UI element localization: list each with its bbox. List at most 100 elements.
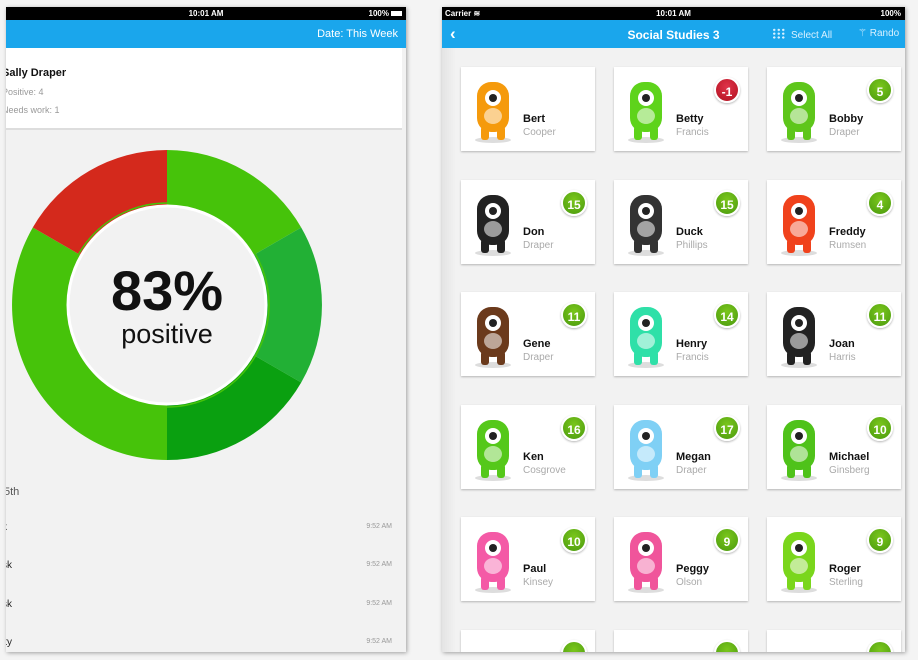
student-last-name: Draper (523, 240, 554, 251)
monster-avatar-icon (774, 299, 824, 369)
student-card[interactable]: Paul Kinsey 10 (461, 517, 595, 601)
donut-percent: 83% (110, 258, 224, 322)
points-badge: 15 (714, 190, 740, 216)
back-chevron-icon[interactable]: ‹ (450, 24, 456, 43)
student-first-name: Ken (523, 451, 544, 463)
student-card[interactable] (461, 630, 595, 652)
student-first-name: Don (523, 226, 545, 238)
student-last-name: Harris (829, 352, 856, 363)
event-row[interactable]: k 9:52 AM (6, 522, 392, 542)
monster-avatar-icon (468, 187, 518, 257)
event-time: 9:52 AM (366, 561, 392, 568)
student-card[interactable]: Joan Harris 11 (767, 292, 901, 376)
student-card[interactable]: Ken Cosgrove 16 (461, 405, 595, 489)
status-bar: Carrier ≋ 10:01 AM 100% (442, 7, 905, 20)
monster-avatar-icon (621, 299, 671, 369)
student-last-name: Francis (676, 352, 709, 363)
event-row[interactable]: sk 9:52 AM (6, 599, 392, 619)
points-badge: 11 (867, 302, 893, 328)
class-roster-screen: Carrier ≋ 10:01 AM 100% ‹ Social Studies… (442, 7, 905, 652)
monster-avatar-icon (621, 524, 671, 594)
date-section-header: 5th (6, 486, 20, 498)
points-badge: -1 (714, 77, 740, 103)
wifi-icon: ≋ (473, 9, 481, 18)
event-time: 9:52 AM (366, 600, 392, 607)
student-first-name: Henry (676, 338, 708, 350)
class-title: Social Studies 3 (627, 28, 720, 42)
student-summary: Sally Draper Positive: 4 Needs work: 1 (6, 48, 402, 130)
student-card[interactable] (767, 630, 901, 652)
student-card[interactable]: Michael Ginsberg 10 (767, 405, 901, 489)
student-first-name: Peggy (676, 563, 710, 575)
nav-bar: ‹ Social Studies 3 Select All ⚚ Rando (442, 20, 905, 48)
event-row[interactable]: ity 9:52 AM (6, 637, 392, 652)
random-button[interactable]: ⚚ Rando (858, 28, 900, 39)
event-row[interactable]: sk 9:52 AM (6, 560, 392, 580)
student-last-name: Ginsberg (829, 465, 870, 476)
points-badge: 15 (561, 190, 587, 216)
monster-avatar-icon (774, 187, 824, 257)
points-badge (714, 640, 740, 652)
status-bar: 10:01 AM 100% (6, 7, 406, 20)
points-badge: 16 (561, 415, 587, 441)
monster-avatar-icon (621, 412, 671, 482)
event-time: 9:52 AM (366, 523, 392, 530)
student-card[interactable]: Don Draper 15 (461, 180, 595, 264)
event-time: 9:52 AM (366, 638, 392, 645)
student-card[interactable] (614, 630, 748, 652)
student-card[interactable]: Freddy Rumsen 4 (767, 180, 901, 264)
student-card[interactable]: Roger Sterling 9 (767, 517, 901, 601)
student-last-name: Francis (676, 127, 709, 138)
student-card[interactable]: Duck Phillips 15 (614, 180, 748, 264)
student-card[interactable]: Henry Francis 14 (614, 292, 748, 376)
points-badge: 9 (714, 527, 740, 553)
nav-bar: Date: This Week (6, 20, 406, 48)
points-badge: 10 (867, 415, 893, 441)
student-name: Sally Draper (6, 67, 67, 79)
points-badge (867, 640, 893, 652)
student-report-screen: 10:01 AM 100% Date: This Week Sally Drap… (6, 7, 406, 652)
student-card[interactable]: Bert Cooper (461, 67, 595, 151)
student-first-name: Michael (829, 451, 870, 463)
positivity-donut-chart: 83% positive (11, 149, 323, 461)
student-last-name: Rumsen (829, 240, 867, 251)
positive-count: Positive: 4 (6, 87, 44, 97)
student-first-name: Freddy (829, 226, 866, 238)
points-badge: 11 (561, 302, 587, 328)
grid-icon (772, 28, 786, 39)
student-last-name: Cosgrove (523, 465, 566, 476)
points-badge: 14 (714, 302, 740, 328)
student-card[interactable]: Megan Draper 17 (614, 405, 748, 489)
points-badge: 5 (867, 77, 893, 103)
monster-avatar-icon (774, 524, 824, 594)
carrier-label: Carrier ≋ (445, 9, 481, 18)
status-time: 10:01 AM (656, 9, 691, 18)
select-all-button[interactable]: Select All (772, 28, 832, 41)
event-label: sk (6, 599, 12, 610)
points-badge: 4 (867, 190, 893, 216)
student-first-name: Bobby (829, 113, 864, 125)
student-card[interactable]: Bobby Draper 5 (767, 67, 901, 151)
monster-avatar-icon (774, 74, 824, 144)
student-card[interactable]: Gene Draper 11 (461, 292, 595, 376)
student-card[interactable]: Betty Francis -1 (614, 67, 748, 151)
student-grid: Bert Cooper Betty Francis -1 Bobby Draper 5 Don D… (442, 48, 905, 652)
student-first-name: Bert (523, 113, 546, 125)
battery-indicator: 100% (880, 9, 901, 18)
student-first-name: Gene (523, 338, 551, 350)
points-badge (561, 640, 587, 652)
donut-label: positive (121, 318, 213, 349)
event-label: ity (6, 637, 12, 648)
monster-avatar-icon (468, 412, 518, 482)
student-first-name: Betty (676, 113, 704, 125)
monster-avatar-icon (468, 299, 518, 369)
student-card[interactable]: Peggy Olson 9 (614, 517, 748, 601)
event-label: sk (6, 560, 12, 571)
student-last-name: Draper (829, 127, 860, 138)
battery-icon (391, 11, 402, 17)
points-badge: 10 (561, 527, 587, 553)
event-label: k (6, 522, 7, 533)
status-time: 10:01 AM (188, 9, 224, 18)
student-first-name: Joan (829, 338, 855, 350)
date-filter-button[interactable]: Date: This Week (317, 28, 398, 40)
